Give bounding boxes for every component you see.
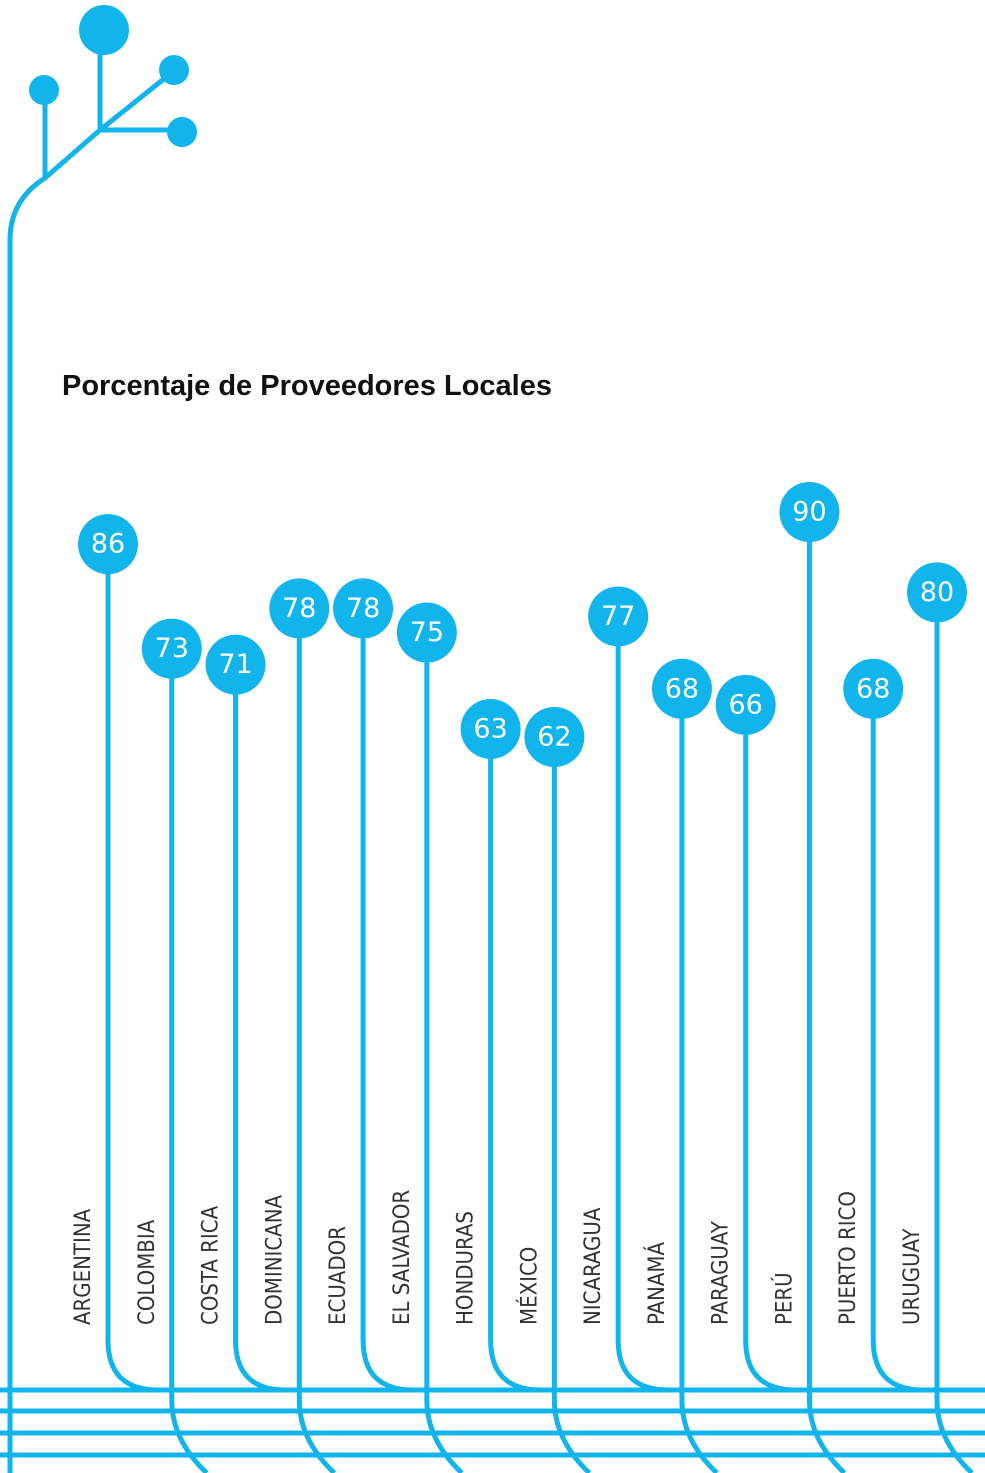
category-label: PANAMÁ [644, 1242, 670, 1325]
category-label: COSTA RICA [199, 1205, 224, 1325]
category-label: PERÚ [771, 1272, 797, 1325]
value-dot [651, 658, 712, 719]
stem [105, 544, 159, 1393]
lollipop: 62 MÉXICO [516, 707, 592, 1473]
stem [870, 688, 924, 1393]
stem [934, 592, 974, 1473]
category-label: HONDURAS [454, 1211, 479, 1325]
category-label: URUGUAY [900, 1228, 925, 1325]
base-line [0, 1387, 985, 1458]
lollipop: 86 ARGENTINA [71, 514, 159, 1393]
stem [806, 512, 847, 1473]
stem [743, 704, 796, 1393]
stem [424, 632, 464, 1473]
value-label: 78 [346, 593, 380, 624]
stem [551, 737, 592, 1473]
value-label: 62 [537, 722, 571, 753]
value-label: 77 [601, 601, 635, 632]
value-label: 80 [920, 577, 954, 608]
lollipop: 78 ECUADOR [326, 578, 414, 1393]
value-dot [460, 698, 521, 759]
category-label: PARAGUAY [709, 1220, 734, 1325]
value-label: 75 [410, 617, 444, 648]
bottom-lines [0, 1387, 985, 1458]
value-dot [779, 482, 840, 542]
value-dot [141, 618, 202, 679]
stem [233, 664, 286, 1393]
tree-dot [159, 55, 189, 85]
lollipop: 71 COSTA RICA [199, 634, 286, 1393]
value-dot [205, 634, 266, 695]
value-label: 90 [792, 497, 826, 528]
stem [488, 728, 541, 1393]
value-label: 63 [473, 713, 507, 744]
value-dot [524, 707, 585, 767]
lollipop: 66 PARAGUAY [709, 674, 796, 1393]
tree-branch [7, 76, 167, 1473]
stem [169, 648, 209, 1473]
value-dot [588, 586, 649, 647]
lollipop: 75 EL SALVADOR [390, 602, 464, 1473]
chart-title: Porcentaje de Proveedores Locales [62, 370, 552, 402]
category-label: NICARAGUA [581, 1207, 606, 1325]
value-label: 73 [155, 633, 189, 664]
category-label: DOMINICANA [262, 1194, 287, 1325]
value-dot [269, 578, 330, 639]
category-label: EL SALVADOR [390, 1190, 415, 1325]
value-dot [396, 602, 457, 663]
lollipop: 78 DOMINICANA [262, 578, 337, 1473]
value-label: 68 [856, 673, 890, 704]
tree-decoration [7, 5, 197, 1473]
value-dot [715, 674, 776, 735]
category-label: ECUADOR [326, 1226, 351, 1325]
category-label: PUERTO RICO [836, 1191, 861, 1325]
category-label: ARGENTINA [71, 1208, 96, 1325]
stem [360, 608, 414, 1393]
value-label: 78 [282, 593, 316, 624]
tree-dot [167, 117, 197, 147]
stem [679, 688, 719, 1473]
tree-dot [79, 5, 129, 55]
stem [296, 608, 337, 1473]
value-dot [78, 514, 138, 575]
value-label: 71 [218, 649, 252, 680]
lollipop: 68 PANAMÁ [644, 658, 719, 1473]
tree-dot [29, 75, 59, 105]
lollipop: 68 PUERTO RICO [836, 658, 924, 1393]
value-dot [333, 578, 394, 639]
lollipop: 80 URUGUAY [900, 562, 974, 1473]
value-dot [907, 562, 967, 623]
value-label: 86 [91, 529, 125, 560]
value-label: 68 [665, 673, 699, 704]
lollipop: 77 NICARAGUA [581, 586, 669, 1393]
category-label: MÉXICO [516, 1247, 542, 1325]
stem [615, 616, 669, 1393]
lollipop: 73 COLOMBIA [135, 618, 209, 1473]
value-dot [843, 658, 904, 719]
category-label: COLOMBIA [135, 1219, 160, 1325]
lollipop: 90 PERÚ [771, 482, 847, 1473]
value-label: 66 [729, 689, 763, 720]
lollipop: 63 HONDURAS [454, 698, 541, 1393]
